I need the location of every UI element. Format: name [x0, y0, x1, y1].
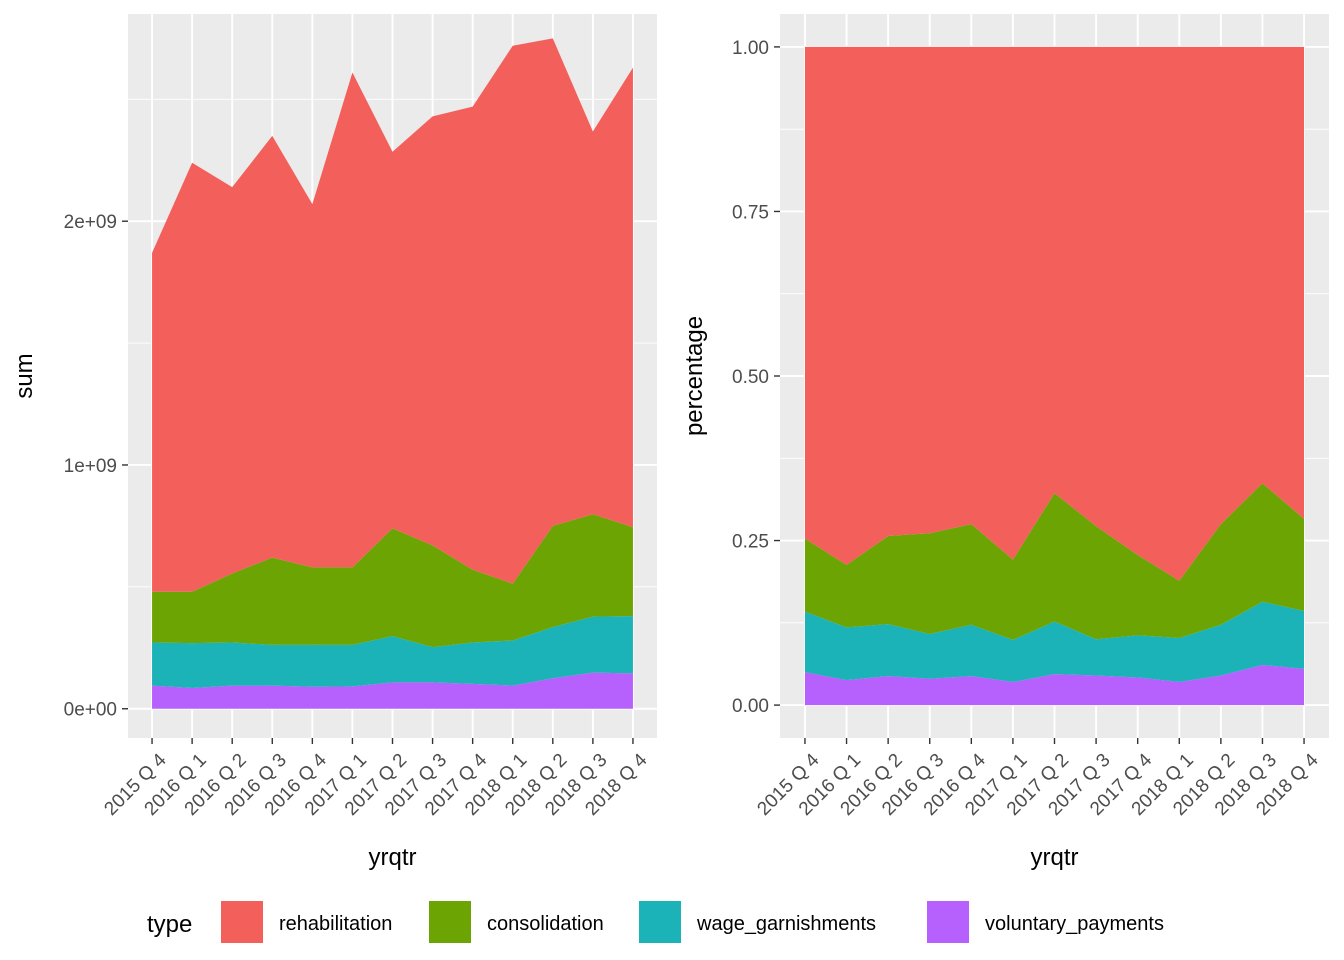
- y-tick-label: 1.00: [732, 38, 769, 59]
- legend: type rehabilitation consolidation wage_garn…: [147, 901, 1164, 943]
- legend-key-wage-garnishments: [639, 901, 681, 943]
- y-tick-label: 0.00: [732, 696, 769, 717]
- legend-label-rehabilitation: rehabilitation: [279, 913, 392, 935]
- y-tick-label: 0.25: [732, 532, 769, 553]
- area-voluntary-payments: [152, 672, 633, 709]
- legend-title: type: [147, 911, 192, 938]
- area-wage-garnishments: [804, 601, 1305, 683]
- y-tick-label: 1e+09: [64, 456, 117, 477]
- y-tick-label: 0.50: [732, 367, 769, 388]
- y-tick-label: 0e+00: [64, 700, 117, 721]
- legend-key-consolidation: [429, 901, 471, 943]
- area-wage-garnishments: [152, 616, 633, 689]
- y-tick-label: 0.75: [732, 202, 769, 223]
- area-consolidation: [804, 483, 1305, 640]
- y-axis-title: percentage: [681, 316, 708, 436]
- x-axis-title: yrqtr: [369, 844, 417, 871]
- legend-key-rehabilitation: [221, 901, 263, 943]
- y-axis-title: sum: [11, 353, 38, 398]
- legend-label-voluntary-payments: voluntary_payments: [985, 913, 1164, 935]
- area-rehabilitation: [804, 46, 1305, 581]
- y-tick-label: 2e+09: [64, 212, 117, 233]
- area-voluntary-payments: [804, 664, 1305, 706]
- legend-label-consolidation: consolidation: [487, 913, 604, 935]
- legend-key-voluntary-payments: [927, 901, 969, 943]
- x-axis-title: yrqtr: [1031, 844, 1079, 871]
- legend-label-wage-garnishments: wage_garnishments: [696, 913, 876, 935]
- area-consolidation: [152, 514, 633, 648]
- area-rehabilitation: [152, 38, 633, 592]
